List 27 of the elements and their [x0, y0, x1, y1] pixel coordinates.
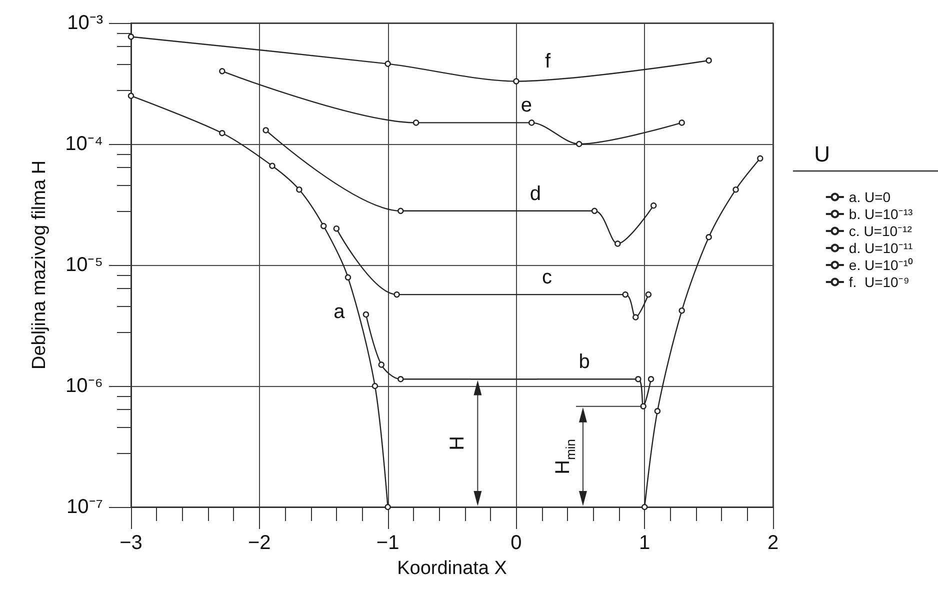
annotation: a — [334, 301, 346, 324]
x-tick-label: 2 — [767, 532, 779, 554]
x-axis-title: Koordinata X — [397, 558, 508, 579]
x-tick-label: −2 — [248, 532, 271, 554]
legend-label: c. U=10⁻¹² — [848, 223, 912, 239]
x-tick-label: 1 — [639, 532, 650, 554]
legend-label: f. U=10⁻⁹ — [848, 274, 910, 290]
annotation: f — [544, 50, 551, 72]
x-tick-label: −1 — [376, 532, 400, 554]
legend-label: e. U=10⁻¹⁰ — [848, 257, 914, 273]
x-tick-label: 0 — [510, 532, 522, 554]
y-tick-label: 10⁻⁴ — [65, 133, 103, 155]
legend-title: U — [814, 142, 830, 166]
legend-label: d. U=10⁻¹¹ — [848, 240, 913, 256]
y-axis-title: Debljina mazivog filma H — [29, 160, 50, 370]
legend-label: b. U=10⁻¹³ — [848, 206, 913, 222]
annotation: H — [446, 436, 469, 450]
y-tick-label: 10⁻⁶ — [66, 375, 103, 397]
annotation: b — [578, 351, 590, 374]
y-tick-label: 10⁻⁷ — [66, 496, 103, 518]
annotation: c — [542, 266, 552, 289]
annotation: d — [530, 182, 542, 205]
annotation: e — [520, 94, 532, 117]
y-tick-label: 10⁻³ — [67, 12, 104, 34]
y-tick-label: 10⁻⁵ — [65, 254, 103, 276]
legend-label: a. U=0 — [848, 189, 891, 205]
x-tick-label: −3 — [120, 532, 142, 554]
